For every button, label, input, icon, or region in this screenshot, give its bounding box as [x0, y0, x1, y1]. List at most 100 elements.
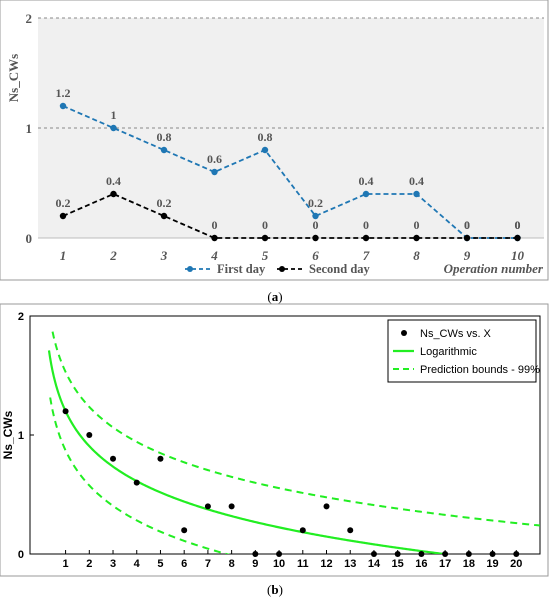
- panel-a-data-label: 0: [515, 218, 521, 232]
- panel-b-data-point: [418, 551, 425, 557]
- panel-a-xtick-label: 5: [262, 248, 269, 263]
- panel-b-fit-curve: [47, 350, 446, 554]
- panel-b-xtick-label: 18: [463, 558, 475, 570]
- panel-b-data-point: [299, 527, 306, 534]
- panel-a-data-label: 0.4: [409, 174, 424, 188]
- panel-b-data-point: [276, 551, 283, 557]
- panel-b-data-point: [394, 551, 401, 557]
- panel-b-xtick-label: 12: [320, 558, 332, 570]
- panel-a-ytick-label: 2: [26, 11, 33, 26]
- panel-a-data-label: 0.8: [258, 130, 273, 144]
- panel-a-series-point: [160, 146, 168, 154]
- panel-a-series-point: [514, 234, 521, 242]
- panel-a-legend-marker: [279, 266, 285, 272]
- panel-b-xtick-label: 20: [510, 558, 522, 570]
- panel-a-data-label: 0: [464, 218, 470, 232]
- panel-a-series-line: [62, 193, 518, 239]
- panel-b-xtick-label: 2: [86, 558, 92, 570]
- panel-a-series-point: [312, 234, 319, 242]
- panel-a-xlabel: Operation number: [444, 261, 544, 276]
- panel-a-series-point: [211, 234, 218, 242]
- panel-b-data-point: [62, 408, 69, 415]
- panel-a-data-label: 0: [212, 218, 218, 232]
- panel-a-series-point: [463, 234, 471, 242]
- panel-a-data-label: 1.2: [56, 86, 71, 100]
- panel-b-xtick-label: 6: [181, 558, 187, 570]
- panel-a-xtick-label: 9: [464, 248, 471, 263]
- panel-a-data-label: 0: [262, 218, 268, 232]
- panel-a-xtick-label: 3: [160, 248, 168, 263]
- panel-b-xtick-label: 10: [273, 558, 285, 570]
- panel-b-data-point: [465, 551, 472, 557]
- panel-a-series-point: [362, 234, 370, 242]
- panel-a-xtick-label: 7: [363, 248, 370, 263]
- panel-b-xtick-label: 3: [110, 558, 116, 570]
- panel-a-ytick-label: 0: [26, 231, 33, 246]
- panel-b-legend-label: Logarithmic: [420, 346, 477, 358]
- panel-a-xtick-label: 8: [413, 248, 420, 263]
- panel-b-data-point: [204, 503, 211, 510]
- panel-a-series-point: [211, 168, 218, 176]
- panel-b-data-point: [323, 503, 330, 510]
- panel-b-ytick-label: 0: [18, 549, 24, 561]
- panel-b-xtick-label: 19: [486, 558, 498, 570]
- panel-b-data-point: [228, 503, 235, 510]
- panel-a-data-label: 0: [363, 218, 369, 232]
- panel-a-series-point: [413, 234, 420, 242]
- panel-a-data-label: 0.6: [207, 152, 222, 166]
- panel-a-data-label: 0: [515, 218, 521, 232]
- panel-b-data-point: [489, 551, 496, 557]
- panel-a-data-label: 0.2: [157, 196, 172, 210]
- panel-a-data-label: 0: [414, 218, 420, 232]
- panel-b-xtick-label: 1: [63, 558, 69, 570]
- panel-a-xtick-label: 6: [312, 248, 319, 263]
- panel-a-xtick-label: 4: [210, 248, 218, 263]
- panel-b-xtick-label: 15: [392, 558, 404, 570]
- panel-b-legend-label: Prediction bounds - 99%: [420, 364, 540, 376]
- panel-a-data-label: 0.8: [157, 130, 172, 144]
- panel-a-legend-label: First day: [217, 262, 266, 276]
- panel-a-ylabel: Ns_CWs: [6, 54, 21, 102]
- panel-a-series-point: [59, 212, 67, 220]
- panel-a-data-label: 0.2: [308, 196, 323, 210]
- panel-b-data-point: [442, 551, 449, 557]
- panel-b-ytick-label: 1: [18, 430, 24, 442]
- caption-b-letter: b: [271, 582, 279, 597]
- panel-b-xtick-label: 14: [368, 558, 381, 570]
- panel-a-xtick-label: 10: [511, 248, 525, 263]
- caption-b: (b): [267, 582, 283, 597]
- panel-a-series-line: [62, 105, 518, 239]
- panel-b-data-point: [252, 551, 259, 557]
- panel-b-legend-label: Ns_CWs vs. X: [420, 328, 492, 340]
- panel-a-data-label: 0.2: [56, 196, 71, 210]
- panel-b-data-point: [347, 527, 354, 534]
- panel-b-data-point: [181, 527, 188, 534]
- panel-b-xtick-label: 17: [439, 558, 451, 570]
- panel-a-data-label: 0.4: [359, 174, 374, 188]
- panel-a-series-point: [110, 190, 117, 198]
- caption-a-letter: a: [271, 289, 279, 304]
- caption-a: (a): [267, 289, 283, 304]
- panel-b-data-point: [133, 479, 140, 486]
- panel-a-series-point: [160, 212, 168, 220]
- panel-b-data-point: [370, 551, 377, 557]
- panel-b-data-point: [157, 455, 164, 462]
- panel-a-ytick-label: 1: [26, 121, 33, 136]
- panel-a-data-label: 0: [313, 218, 319, 232]
- panel-a-series-point: [261, 234, 269, 242]
- panel-b-xtick-label: 4: [134, 558, 141, 570]
- panel-a-data-label: 0.4: [106, 174, 121, 188]
- panel-a-data-label: 0: [464, 218, 470, 232]
- panel-b-xtick-label: 8: [229, 558, 235, 570]
- panel-b-lower-bound: [49, 397, 231, 554]
- panel-b-data-point: [513, 551, 520, 557]
- panel-b-xtick-label: 13: [344, 558, 356, 570]
- panel-a-series-point: [362, 190, 370, 198]
- panel-b-xtick-label: 9: [252, 558, 258, 570]
- panel-a-series-point: [110, 124, 117, 132]
- panel-b-ylabel: Ns_CWs: [1, 410, 15, 459]
- panel-b-data-point: [86, 432, 93, 438]
- panel-b-xtick-label: 5: [157, 558, 163, 570]
- panel-a-legend-label: Second day: [309, 262, 371, 276]
